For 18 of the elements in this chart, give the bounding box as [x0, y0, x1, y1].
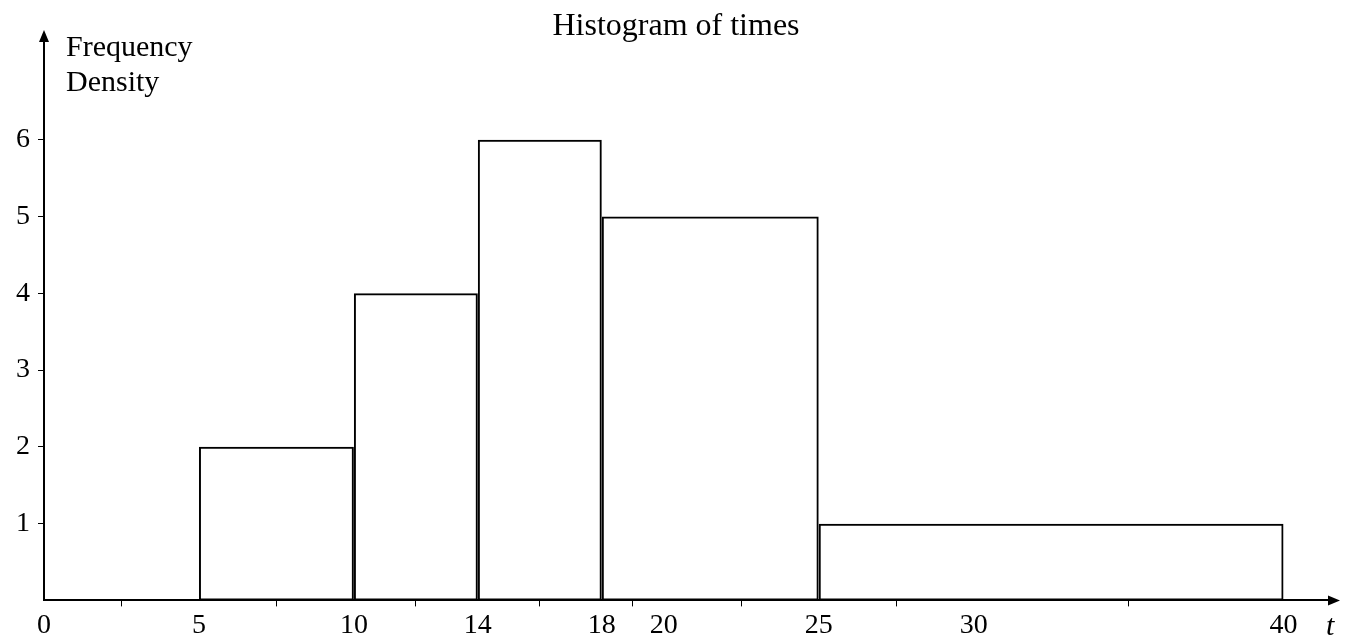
- x-tick-label: 14: [463, 607, 492, 639]
- y-tick-label: 1: [16, 505, 30, 537]
- y-axis-title: Frequency Density: [66, 28, 193, 98]
- x-tick-label: 40: [1269, 607, 1298, 639]
- y-tick-label: 4: [16, 275, 30, 307]
- x-tick-label: 0: [37, 607, 51, 639]
- x-tick-label: 5: [191, 607, 206, 639]
- y-tick-label: 5: [16, 198, 30, 230]
- x-axis-title: t: [1326, 608, 1335, 642]
- y-tick-label: 3: [16, 352, 30, 384]
- x-tick-label: 10: [339, 607, 368, 639]
- x-tick-label: 18: [587, 607, 616, 639]
- x-tick-label: 25: [804, 607, 833, 639]
- x-tick-label: 20: [649, 607, 678, 639]
- chart-title: Histogram of times: [552, 6, 800, 42]
- y-tick-label: 6: [16, 122, 30, 154]
- y-tick-label: 2: [16, 429, 30, 461]
- x-tick-label: 30: [959, 607, 988, 639]
